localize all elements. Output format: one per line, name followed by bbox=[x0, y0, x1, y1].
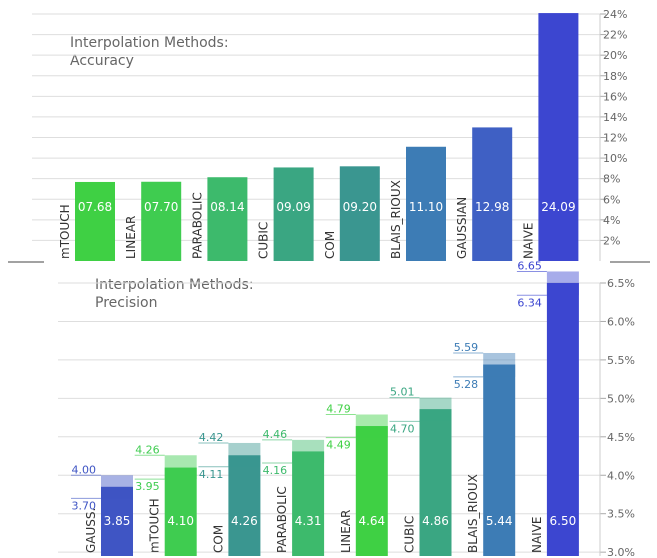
precision-range-high-label: 4.26 bbox=[135, 443, 160, 456]
accuracy-bar bbox=[75, 181, 115, 261]
precision-error-range bbox=[419, 397, 452, 422]
accuracy-bar-value-label: 12.98 bbox=[475, 200, 509, 214]
accuracy-bar-value-label: 24.09 bbox=[541, 200, 575, 214]
precision-bar bbox=[292, 451, 325, 556]
accuracy-bar bbox=[207, 177, 248, 261]
precision-bar-value-label: 4.10 bbox=[167, 514, 194, 528]
precision-error-range bbox=[292, 439, 325, 463]
precision-bar bbox=[355, 426, 388, 556]
precision-error-range bbox=[355, 414, 388, 438]
accuracy-y-tick-label: 20% bbox=[603, 49, 627, 62]
accuracy-y-tick-label: 10% bbox=[603, 152, 627, 165]
precision-range-high-label: 4.00 bbox=[72, 463, 97, 476]
precision-bar-value-label: 4.64 bbox=[358, 514, 385, 528]
precision-y-tick-label: 4.5% bbox=[607, 431, 635, 444]
precision-error-range bbox=[546, 271, 579, 296]
precision-bar bbox=[101, 486, 133, 556]
accuracy-y-tick-label: 4% bbox=[603, 214, 620, 227]
accuracy-y-tick-label: 22% bbox=[603, 29, 627, 42]
precision-error-range bbox=[164, 455, 197, 480]
precision-bar-value-label: 5.44 bbox=[486, 514, 513, 528]
accuracy-bar-value-label: 11.10 bbox=[409, 200, 443, 214]
accuracy-bar-value-label: 07.70 bbox=[144, 200, 178, 214]
accuracy-y-tick-label: 16% bbox=[603, 90, 627, 103]
precision-range-high-label: 6.65 bbox=[517, 259, 542, 272]
precision-category-label: CUBIC bbox=[403, 516, 417, 553]
precision-bar bbox=[419, 409, 452, 556]
precision-category-label: COM bbox=[211, 525, 225, 553]
precision-range-low-label: 4.49 bbox=[326, 439, 351, 452]
precision-range-low-label: 3.70 bbox=[72, 499, 97, 512]
accuracy-category-label: NAIVE bbox=[521, 222, 535, 259]
precision-error-range bbox=[483, 352, 516, 377]
accuracy-y-tick-label: 2% bbox=[603, 234, 620, 247]
accuracy-category-label: GAUSSIAN bbox=[455, 197, 469, 259]
precision-bar-value-label: 4.86 bbox=[422, 514, 449, 528]
precision-bar bbox=[546, 283, 579, 556]
precision-range-high-label: 4.42 bbox=[199, 431, 224, 444]
precision-chart-subtitle: Precision bbox=[95, 295, 157, 311]
precision-bar-value-label: 6.50 bbox=[550, 514, 577, 528]
precision-range-high-label: 5.59 bbox=[454, 341, 479, 354]
accuracy-category-label: LINEAR bbox=[124, 216, 138, 259]
precision-bar bbox=[228, 455, 261, 556]
precision-category-label: mTOUCH bbox=[148, 498, 162, 553]
precision-range-low-label: 6.34 bbox=[517, 296, 542, 309]
accuracy-bar bbox=[472, 127, 513, 261]
precision-y-tick-label: 5.5% bbox=[607, 354, 635, 367]
precision-category-label: LINEAR bbox=[339, 510, 353, 553]
precision-range-high-label: 4.79 bbox=[326, 403, 351, 416]
precision-range-low-label: 4.70 bbox=[390, 422, 415, 435]
precision-y-tick-label: 6.0% bbox=[607, 315, 635, 328]
accuracy-bar bbox=[141, 181, 182, 261]
accuracy-chart: Interpolation Methods: Accuracy 2% 4% 6% 8%… bbox=[32, 8, 627, 262]
accuracy-bar bbox=[339, 166, 380, 261]
accuracy-bar-value-label: 09.09 bbox=[276, 200, 310, 214]
accuracy-y-tick-label: 6% bbox=[603, 193, 620, 206]
precision-bar-value-label: 4.31 bbox=[295, 514, 322, 528]
accuracy-bar bbox=[406, 146, 446, 261]
accuracy-y-tick-label: 24% bbox=[603, 8, 627, 21]
precision-category-label: BLAIS_RIOUX bbox=[466, 474, 480, 553]
precision-range-high-label: 4.46 bbox=[263, 428, 288, 441]
precision-y-tick-label: 3.5% bbox=[607, 508, 635, 521]
accuracy-y-tick-label: 18% bbox=[603, 70, 627, 83]
precision-chart: Interpolation Methods: Precision 3.0% 3.5… bbox=[58, 259, 635, 558]
precision-bar-value-label: 3.85 bbox=[104, 514, 131, 528]
precision-range-low-label: 4.11 bbox=[199, 468, 224, 481]
accuracy-bar-value-label: 08.14 bbox=[210, 200, 244, 214]
precision-category-label: NAIVE bbox=[530, 516, 544, 553]
accuracy-chart-title: Interpolation Methods: bbox=[70, 35, 229, 51]
accuracy-y-tick-label: 12% bbox=[603, 132, 627, 145]
precision-bar bbox=[483, 364, 516, 556]
precision-bar-value-label: 4.26 bbox=[231, 514, 258, 528]
precision-range-low-label: 5.28 bbox=[454, 378, 479, 391]
precision-y-tick-label: 3.0% bbox=[607, 546, 635, 558]
precision-y-tick-label: 6.5% bbox=[607, 277, 635, 290]
precision-category-label: GAUSS. bbox=[84, 508, 98, 553]
precision-range-low-label: 4.16 bbox=[263, 464, 288, 477]
precision-chart-title: Interpolation Methods: bbox=[95, 277, 254, 293]
accuracy-bar bbox=[538, 13, 579, 262]
accuracy-category-label: CUBIC bbox=[257, 222, 271, 259]
precision-y-tick-label: 4.0% bbox=[607, 469, 635, 482]
precision-category-label: PARABOLIC bbox=[275, 486, 289, 553]
accuracy-category-label: COM bbox=[323, 231, 337, 259]
precision-error-range bbox=[101, 475, 133, 499]
precision-y-tick-label: 5.0% bbox=[607, 392, 635, 405]
accuracy-category-label: mTOUCH bbox=[58, 204, 72, 259]
precision-bar bbox=[164, 467, 197, 556]
accuracy-category-label: PARABOLIC bbox=[190, 192, 204, 259]
accuracy-bar-value-label: 09.20 bbox=[343, 200, 377, 214]
precision-range-low-label: 3.95 bbox=[135, 480, 160, 493]
precision-error-range bbox=[228, 442, 261, 467]
accuracy-y-tick-label: 14% bbox=[603, 111, 627, 124]
accuracy-category-label: BLAIS_RIOUX bbox=[389, 180, 403, 259]
accuracy-bar bbox=[273, 167, 314, 261]
precision-range-high-label: 5.01 bbox=[390, 386, 415, 399]
accuracy-y-tick-label: 8% bbox=[603, 173, 620, 186]
accuracy-bar-value-label: 07.68 bbox=[78, 200, 112, 214]
accuracy-chart-subtitle: Accuracy bbox=[70, 53, 134, 69]
